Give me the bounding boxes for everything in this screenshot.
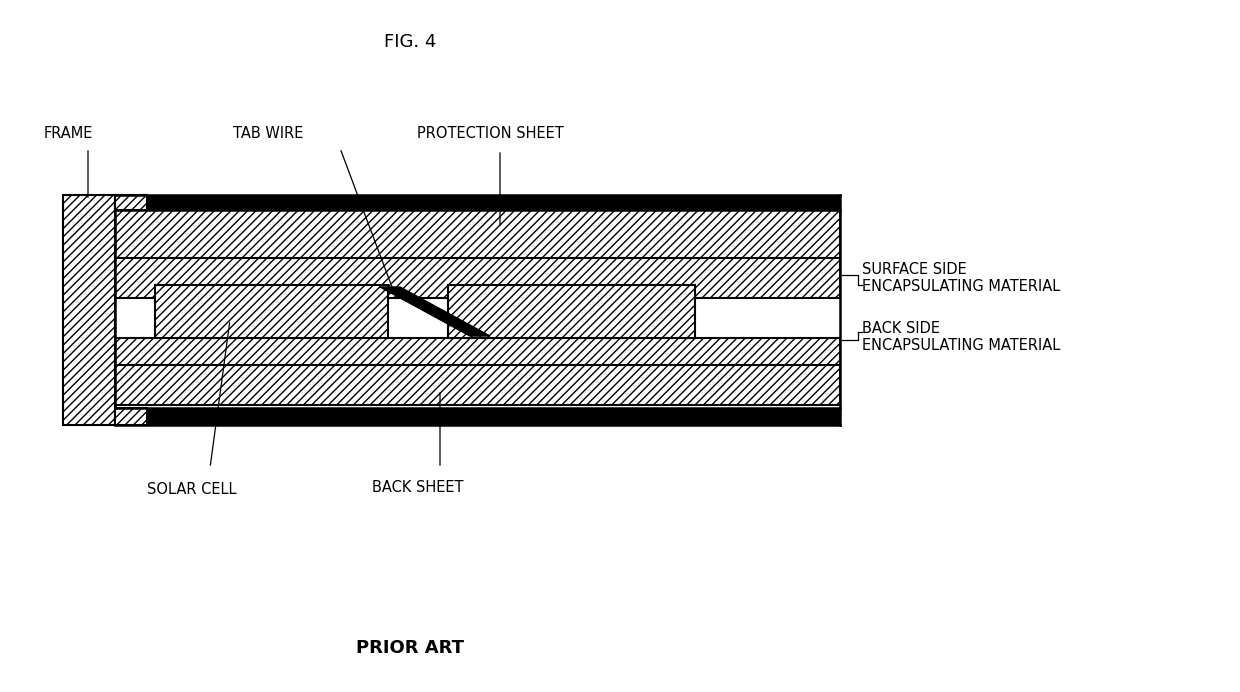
Polygon shape (115, 408, 839, 425)
Text: SOLAR CELL: SOLAR CELL (148, 482, 237, 498)
Polygon shape (115, 365, 839, 405)
Text: PROTECTION SHEET: PROTECTION SHEET (417, 125, 563, 140)
Polygon shape (115, 338, 839, 365)
Polygon shape (379, 287, 490, 336)
Polygon shape (115, 195, 148, 210)
Text: FRAME: FRAME (43, 125, 93, 140)
Polygon shape (115, 210, 839, 258)
Polygon shape (448, 285, 694, 338)
Polygon shape (115, 258, 839, 298)
Text: SURFACE SIDE
ENCAPSULATING MATERIAL: SURFACE SIDE ENCAPSULATING MATERIAL (862, 262, 1060, 294)
Polygon shape (63, 195, 115, 425)
Polygon shape (115, 195, 839, 210)
Text: BACK SHEET: BACK SHEET (372, 480, 464, 495)
Polygon shape (155, 285, 388, 338)
Polygon shape (115, 408, 148, 425)
Text: FIG. 4: FIG. 4 (384, 33, 436, 51)
Text: PRIOR ART: PRIOR ART (356, 639, 464, 657)
Text: BACK SIDE
ENCAPSULATING MATERIAL: BACK SIDE ENCAPSULATING MATERIAL (862, 321, 1060, 353)
Text: TAB WIRE: TAB WIRE (233, 125, 304, 140)
